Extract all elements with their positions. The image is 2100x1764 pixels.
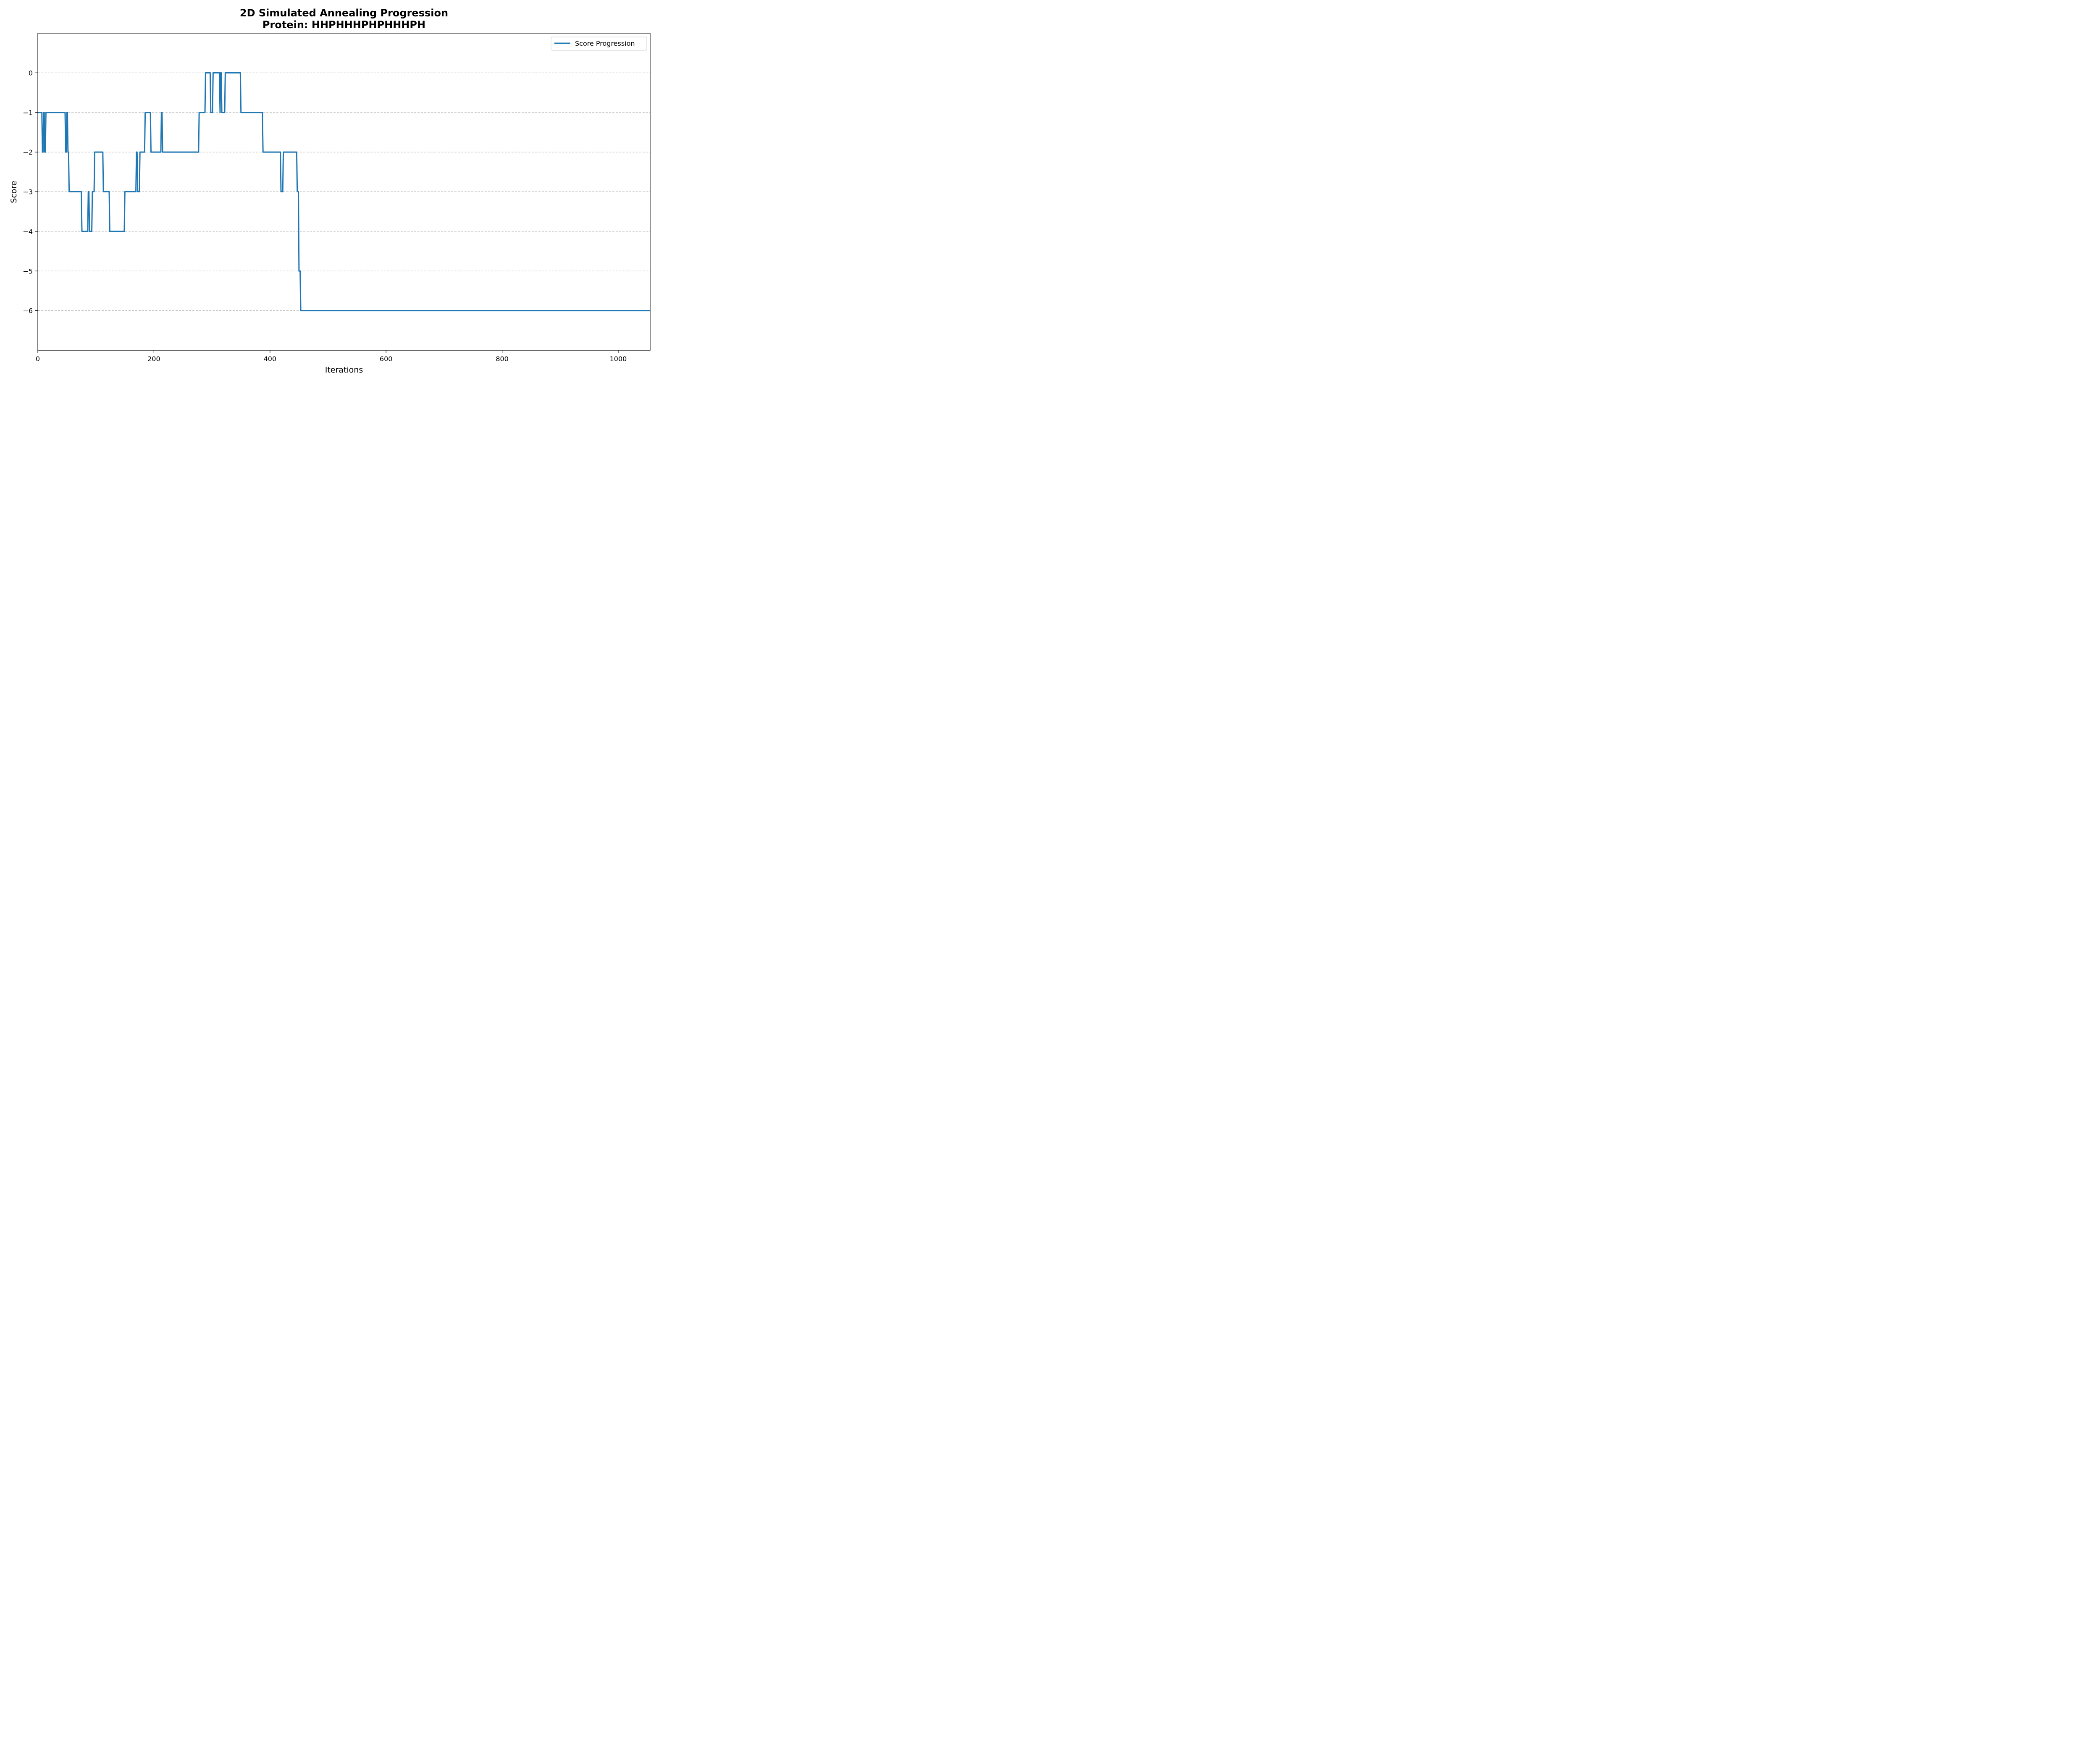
x-tick-label: 1000 (610, 355, 627, 363)
series-layer (38, 72, 650, 312)
x-tick-label: 600 (380, 355, 393, 363)
y-tick-label: −4 (23, 228, 33, 236)
x-tick-label: 0 (36, 355, 40, 363)
y-tick-label: 0 (29, 69, 33, 77)
series-line-score-progression (38, 72, 650, 312)
y-axis-ticks: 0 −1 −2 −3 −4 −5 −6 (23, 69, 38, 315)
chart-title: 2D Simulated Annealing Progression (240, 7, 448, 19)
y-tick-label: −1 (23, 109, 33, 117)
y-tick-label: −6 (23, 307, 33, 315)
x-axis-label: Iterations (325, 365, 363, 375)
x-tick-label: 800 (496, 355, 509, 363)
y-axis-label: Score (9, 181, 18, 203)
x-axis-ticks: 0 200 400 600 800 1000 (36, 350, 627, 363)
x-tick-label: 400 (264, 355, 277, 363)
legend-label: Score Progression (575, 39, 635, 47)
score-progression-chart: 2D Simulated Annealing Progression Prote… (9, 7, 651, 375)
chart-subtitle: Protein: HHPHHHPHPHHHPH (262, 19, 425, 31)
legend: Score Progression (551, 37, 647, 51)
legend-box (551, 37, 647, 51)
x-tick-label: 200 (147, 355, 160, 363)
y-tick-label: −3 (23, 188, 33, 196)
y-tick-label: −5 (23, 267, 33, 275)
y-tick-label: −2 (23, 148, 33, 156)
